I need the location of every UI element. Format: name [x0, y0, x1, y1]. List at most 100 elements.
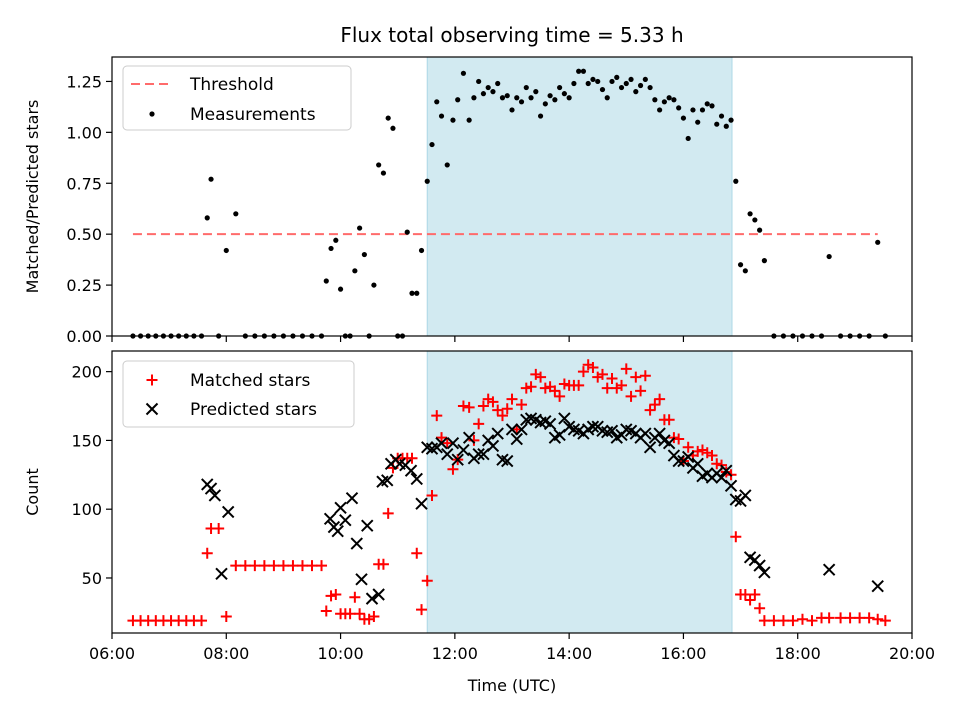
- matched-star-point: [196, 615, 208, 627]
- predicted-star-point: [639, 427, 652, 440]
- matched-star-point: [213, 522, 225, 534]
- matched-star-point: [558, 378, 570, 390]
- measurement-point: [414, 290, 420, 296]
- x-tick-label: 08:00: [203, 644, 249, 663]
- matched-star-point: [406, 452, 418, 464]
- measurement-point: [509, 107, 515, 113]
- measurement-point: [434, 99, 440, 105]
- predicted-star-point: [221, 505, 235, 519]
- matched-star-point: [496, 410, 508, 422]
- measurement-point: [518, 99, 525, 105]
- predicted-star-point: [653, 427, 666, 440]
- measurement-point: [216, 333, 222, 339]
- measurement-point: [661, 99, 667, 105]
- matched-star-point: [506, 393, 518, 405]
- measurement-point: [652, 97, 658, 103]
- measurement-point: [671, 97, 677, 103]
- matched-star-point: [520, 382, 532, 394]
- measurement-point: [757, 227, 763, 233]
- measurement-point: [455, 97, 461, 103]
- measurement-point: [371, 282, 377, 288]
- measurement-point: [614, 74, 620, 80]
- predicted-star-point: [662, 436, 676, 450]
- matched-star-point: [421, 575, 433, 587]
- x-tick-label: 20:00: [889, 644, 935, 663]
- matched-star-point: [635, 385, 647, 397]
- measurement-point: [183, 333, 189, 339]
- predicted-star-point: [822, 563, 836, 576]
- predicted-star-point: [753, 559, 766, 572]
- predicted-star-point: [510, 432, 523, 446]
- measurement-point: [623, 80, 629, 87]
- predicted-star-point: [355, 573, 368, 586]
- matched-star-point: [426, 489, 438, 501]
- measurement-point: [399, 333, 406, 339]
- predicted-star-point: [643, 441, 657, 454]
- predicted-star-point: [605, 424, 619, 437]
- axes-frame: [111, 56, 913, 337]
- matched-star-point: [663, 414, 675, 426]
- matched-star-point: [879, 615, 891, 627]
- matched-star-point: [287, 560, 299, 572]
- predicted-star-point: [558, 412, 571, 425]
- matched-star-point: [749, 588, 761, 600]
- predicted-star-point: [491, 427, 504, 440]
- measurement-point: [642, 76, 648, 83]
- legend-measurements-label: Measurements: [190, 105, 316, 125]
- measurement-point: [409, 290, 415, 296]
- measurement-point: [799, 333, 806, 339]
- predicted-star-point: [372, 588, 385, 601]
- predicted-star-point: [334, 501, 347, 515]
- predicted-star-point: [462, 431, 476, 444]
- matched-star-point: [616, 379, 628, 391]
- measurement-point: [695, 119, 701, 125]
- matched-star-point: [473, 418, 485, 430]
- measurement-point: [395, 333, 401, 339]
- measurement-point: [666, 95, 672, 101]
- measurement-point: [857, 333, 863, 339]
- measurement-point: [837, 333, 844, 339]
- measurement-point: [418, 247, 425, 254]
- matched-star-point: [516, 399, 528, 411]
- measurement-point: [499, 95, 506, 101]
- top-legend: Threshold Measurements: [122, 65, 352, 131]
- matched-star-point: [620, 363, 632, 375]
- matched-star-point: [625, 390, 637, 402]
- measurement-point: [809, 333, 815, 339]
- measurement-point: [480, 91, 487, 97]
- matched-star-point: [277, 560, 289, 572]
- matched-star-point: [630, 371, 642, 383]
- matched-star-point: [654, 393, 666, 405]
- measurement-point: [875, 239, 881, 245]
- matched-star-point: [823, 612, 835, 624]
- matched-star-point: [325, 590, 337, 602]
- measurement-point: [728, 117, 734, 123]
- measurement-point: [333, 237, 339, 243]
- predicted-star-point: [410, 472, 423, 486]
- y-tick-label: 100: [71, 500, 102, 519]
- measurement-point: [647, 84, 653, 91]
- predicted-star-point: [486, 439, 500, 453]
- matched-star-point: [777, 615, 789, 627]
- measurement-point: [709, 103, 715, 109]
- measurement-point: [460, 70, 467, 76]
- measurement-point: [780, 333, 787, 339]
- measurement-point: [385, 115, 391, 121]
- matched-star-point: [806, 615, 818, 627]
- matched-star-point: [573, 379, 585, 391]
- measurement-point: [599, 86, 606, 93]
- x-tick-label: 06:00: [89, 644, 135, 663]
- measurement-point: [704, 101, 710, 107]
- predicted-star-point: [543, 417, 557, 431]
- measurement-point: [566, 95, 572, 101]
- measurement-point: [471, 95, 477, 101]
- measurement-point: [476, 78, 482, 85]
- x-tick-label: 12:00: [432, 644, 478, 663]
- matched-star-point: [730, 531, 742, 543]
- predicted-star-point: [204, 482, 218, 495]
- measurement-point: [657, 107, 663, 113]
- measurement-point: [191, 333, 197, 339]
- legend-box: [122, 65, 352, 131]
- measurement-point: [604, 95, 610, 101]
- matched-star-point: [230, 560, 242, 572]
